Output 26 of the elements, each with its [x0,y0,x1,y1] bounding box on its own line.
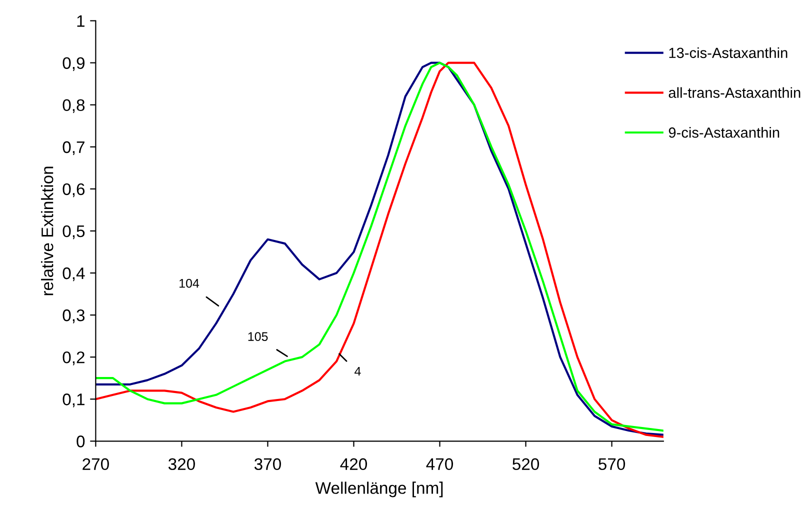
annotation: 105 [248,332,268,341]
annotation: 104 [180,278,200,288]
y-tick-label: 0,8 [62,99,85,114]
x-tick-label: 570 [598,458,626,470]
x-tick-label: 470 [426,458,454,470]
x-tick-label: 370 [254,458,281,470]
legend-label: 13-cis-Astaxanthin [669,47,788,58]
legend-label: 9-cis-Astaxanthin [668,127,780,138]
y-axis-title: relative Extinktion [41,166,54,296]
y-tick-label: 0,1 [62,394,84,408]
y-tick-label: 0,3 [62,309,85,324]
y-tick-label: 0 [76,436,85,448]
x-tick-label: 320 [168,458,195,470]
x-tick-label: 270 [82,458,109,470]
x-tick-label: 420 [340,458,367,470]
y-tick-label: 0,4 [62,267,85,282]
y-tick-label: 0,7 [62,141,84,156]
y-tick-label: 0,2 [62,351,84,366]
y-tick-label: 0,6 [62,183,85,198]
x-axis-title: Wellenlänge [nm] [315,482,443,498]
annotation: 4 [354,366,361,376]
y-tick-label: 0,5 [62,225,85,240]
legend-label: all-trans-Astaxanthin [668,87,800,98]
y-tick-label: 1 [77,15,84,27]
x-tick-label: 520 [512,458,540,470]
y-tick-label: 0,9 [62,57,84,71]
